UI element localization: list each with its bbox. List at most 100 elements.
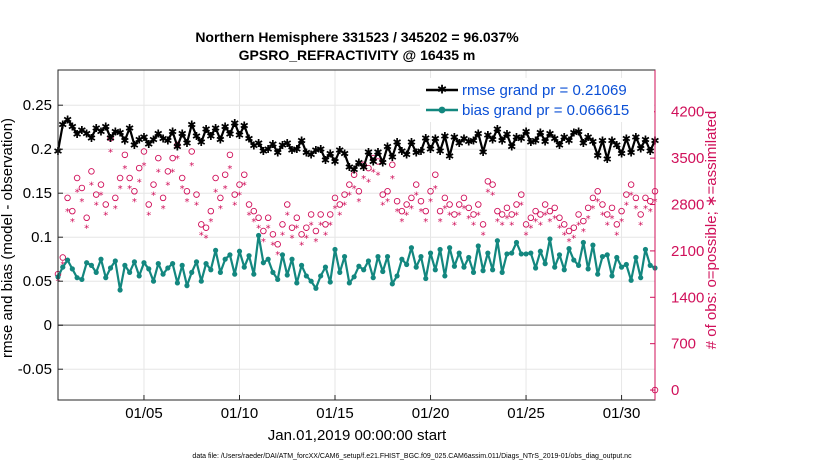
bias-point xyxy=(131,259,138,265)
obs-possible-point xyxy=(618,207,625,215)
obs-assimilated-point: * xyxy=(457,210,462,221)
rmse-point: ✱ xyxy=(402,148,411,161)
obs-assimilated-point: * xyxy=(619,217,624,228)
bias-point xyxy=(494,238,500,244)
rmse-point: ✱ xyxy=(598,134,607,147)
bias-point xyxy=(542,261,548,267)
rmse-point: ✱ xyxy=(641,134,650,147)
obs-possible-point xyxy=(451,211,458,218)
bias-point xyxy=(389,281,395,287)
bias-point xyxy=(227,252,233,258)
bias-point xyxy=(346,280,352,286)
obs-assimilated-point: * xyxy=(562,230,567,241)
x-axis-label: Jan.01,2019 00:00:00 start xyxy=(268,427,447,444)
bias-point xyxy=(456,250,462,256)
obs-possible-point xyxy=(546,207,554,215)
bias-point xyxy=(599,253,606,260)
rmse-point: ✱ xyxy=(369,156,378,169)
rmse-point: ✱ xyxy=(426,143,435,156)
rmse-point: ✱ xyxy=(149,134,158,147)
obs-possible-point xyxy=(446,201,453,208)
bias-point xyxy=(64,257,71,263)
rmse-point: ✱ xyxy=(636,142,645,155)
obs-possible-point xyxy=(599,201,606,208)
obs-possible-point xyxy=(288,224,296,231)
obs-assimilated-point: * xyxy=(428,197,433,208)
bias-point xyxy=(122,262,128,268)
obs-possible-point xyxy=(169,154,176,162)
rmse-point: ✱ xyxy=(373,146,382,159)
obs-possible-point xyxy=(317,211,324,218)
obs-assimilated-point: * xyxy=(423,217,428,228)
bias-point xyxy=(184,283,190,289)
bias-point xyxy=(294,280,300,286)
obs-assimilated-point: * xyxy=(223,184,228,195)
obs-assimilated-point: * xyxy=(333,204,338,215)
bias-point xyxy=(251,271,257,277)
obs-possible-point xyxy=(623,191,630,198)
rmse-point: ✱ xyxy=(321,154,330,167)
rmse-point: ✱ xyxy=(330,156,339,169)
obs-possible-point xyxy=(580,217,587,225)
bias-point xyxy=(208,267,214,273)
obs-possible-point xyxy=(436,207,444,215)
obs-possible-point xyxy=(417,197,425,205)
obs-assimilated-point: * xyxy=(304,234,309,245)
obs-possible-point xyxy=(508,211,515,218)
rmse-point: ✱ xyxy=(555,139,564,152)
rmse-point: ✱ xyxy=(154,127,163,140)
bias-point xyxy=(604,252,610,258)
obs-assimilated-point: * xyxy=(571,234,576,245)
bias-point xyxy=(399,256,405,262)
obs-assimilated-point: * xyxy=(471,220,476,231)
bias-point xyxy=(112,258,118,264)
bias-point xyxy=(404,261,410,268)
bias-point xyxy=(265,256,271,262)
rmse-point: ✱ xyxy=(517,133,526,146)
obs-assimilated-point: * xyxy=(294,224,299,235)
bias-point xyxy=(193,259,200,265)
obs-assimilated-point: * xyxy=(141,161,146,172)
rmse-point: ✱ xyxy=(421,132,430,145)
legend-bias-label: bias grand pr = 0.066615 xyxy=(462,102,629,119)
obs-possible-point xyxy=(279,221,286,228)
obs-assimilated-point: * xyxy=(98,191,103,202)
rmse-point: ✱ xyxy=(120,134,129,147)
bias-point xyxy=(470,269,477,275)
obs-possible-point xyxy=(83,214,90,222)
obs-assimilated-point: * xyxy=(476,210,481,221)
bias-point xyxy=(528,250,534,256)
rmse-point: ✱ xyxy=(206,130,215,143)
obs-assimilated-point: * xyxy=(567,237,572,248)
obs-assimilated-point: * xyxy=(481,230,486,241)
y2-tick-label: 4200 xyxy=(671,104,704,121)
obs-assimilated-point: * xyxy=(514,210,519,221)
x-tick-label: 01/30 xyxy=(603,405,641,422)
rmse-point: ✱ xyxy=(593,149,602,162)
obs-assimilated-point: * xyxy=(146,210,151,221)
rmse-point: ✱ xyxy=(584,131,593,144)
obs-assimilated-point: * xyxy=(242,181,247,192)
obs-possible-point xyxy=(637,211,644,218)
obs-possible-point xyxy=(584,204,592,212)
obs-possible-point xyxy=(575,211,582,218)
bias-point xyxy=(222,256,228,262)
bias-point xyxy=(552,264,558,270)
rmse-point: ✱ xyxy=(283,137,292,150)
obs-assimilated-point: * xyxy=(500,220,505,231)
obs-possible-point xyxy=(126,174,133,182)
bias-point xyxy=(361,267,367,273)
obs-possible-point xyxy=(551,204,558,212)
bias-point xyxy=(504,251,510,257)
bias-point xyxy=(98,256,104,262)
bias-line xyxy=(57,234,656,292)
obs-assimilated-point: * xyxy=(595,197,600,208)
rmse-point: ✱ xyxy=(302,147,311,160)
rmse-point: ✱ xyxy=(63,113,72,126)
y2-tick-label: 0 xyxy=(671,382,679,399)
x-tick-label: 01/10 xyxy=(221,405,259,422)
obs-possible-point xyxy=(613,221,621,228)
obs-assimilated-point: * xyxy=(438,217,443,228)
rmse-point: ✱ xyxy=(235,129,244,142)
bias-point xyxy=(384,253,391,260)
